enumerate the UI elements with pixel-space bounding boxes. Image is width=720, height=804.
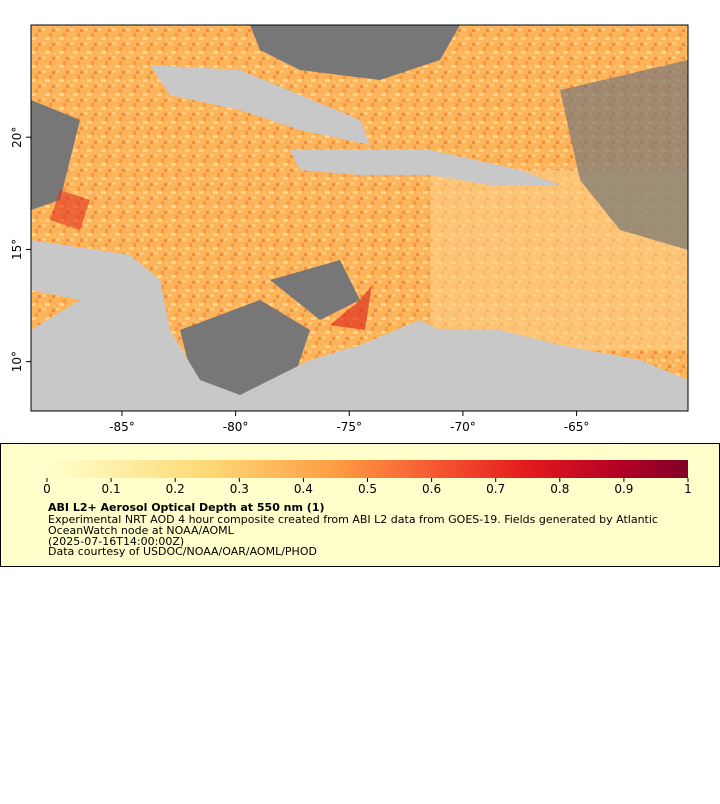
x-tick-label: -85° <box>109 420 135 434</box>
y-tick-label: 10° <box>10 351 24 372</box>
colorbar-tick-label: 0.7 <box>486 482 505 496</box>
map-frame <box>30 24 689 412</box>
x-tick-label: -75° <box>336 420 362 434</box>
y-tick-label: 15° <box>10 239 24 260</box>
legend-line: Data courtesy of USDOC/NOAA/OAR/AOML/PHO… <box>48 545 317 558</box>
colorbar-tick-label: 0.8 <box>550 482 569 496</box>
colorbar-tick-label: 1 <box>684 482 692 496</box>
axes: -85° -80° -75° -70° -65° 10° 15° 20° <box>10 127 589 434</box>
colorbar-tick-label: 0.2 <box>166 482 185 496</box>
colorbar-ticks: 0 0.1 0.2 0.3 0.4 0.5 0.6 0.7 0.8 0.9 1 <box>43 478 692 496</box>
legend-title: ABI L2+ Aerosol Optical Depth at 550 nm … <box>48 501 325 514</box>
colorbar-tick-label: 0.4 <box>294 482 313 496</box>
colorbar-tick-label: 0.3 <box>230 482 249 496</box>
colorbar-tick-label: 0.6 <box>422 482 441 496</box>
colorbar-tick-label: 0.1 <box>102 482 121 496</box>
x-tick-label: -70° <box>450 420 476 434</box>
legend-line: (2025-07-16T14:00:00Z) <box>48 535 184 548</box>
colorbar-tick-label: 0 <box>43 482 51 496</box>
legend-line: Experimental NRT AOD 4 hour composite cr… <box>48 513 658 526</box>
colorbar-tick-label: 0.5 <box>358 482 377 496</box>
colorbar-tick-label: 0.9 <box>614 482 633 496</box>
y-tick-label: 20° <box>10 127 24 148</box>
x-tick-label: -80° <box>223 420 249 434</box>
map-image <box>31 25 688 411</box>
x-tick-label: -65° <box>564 420 590 434</box>
colorbar <box>47 460 688 478</box>
legend-line: OceanWatch node at NOAA/AOML <box>48 524 235 537</box>
